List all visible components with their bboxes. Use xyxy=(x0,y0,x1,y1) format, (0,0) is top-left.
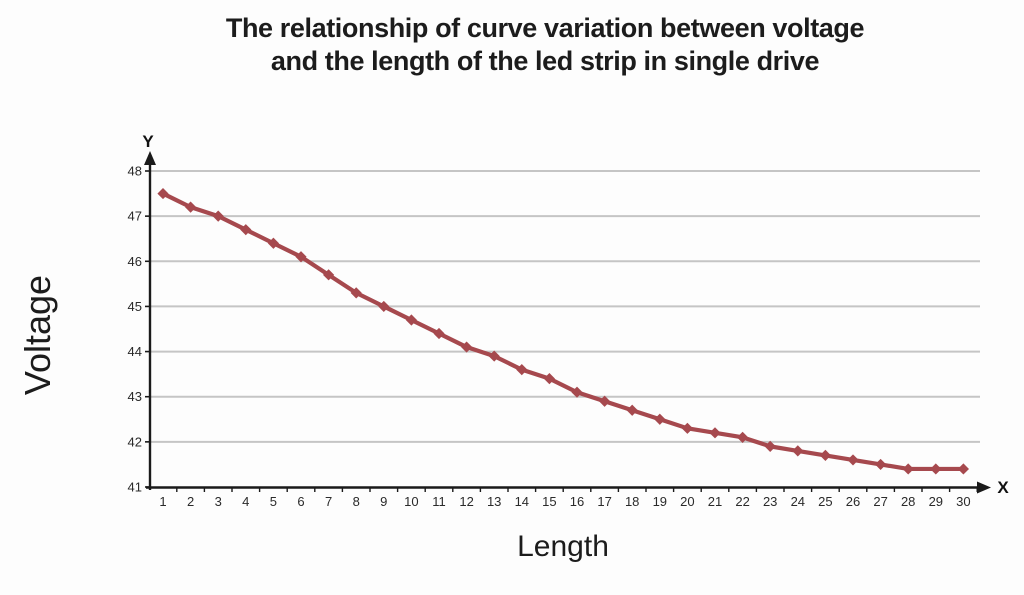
x-tick-label: 5 xyxy=(270,494,277,509)
x-tick-label: 25 xyxy=(818,494,832,509)
data-point-marker xyxy=(516,364,528,376)
x-tick-label: 8 xyxy=(353,494,360,509)
x-tick-label: 3 xyxy=(215,494,222,509)
data-point-marker xyxy=(792,445,804,457)
x-tick-label: 30 xyxy=(956,494,970,509)
x-tick-label: 14 xyxy=(515,494,529,509)
data-point-marker xyxy=(295,251,307,263)
data-point-marker xyxy=(681,422,693,434)
x-tick-label: 27 xyxy=(873,494,887,509)
x-tick-label: 22 xyxy=(735,494,749,509)
y-tick-label: 45 xyxy=(128,299,142,314)
y-axis-arrow xyxy=(144,151,156,165)
x-tick-label: 6 xyxy=(297,494,304,509)
x-tick-label: 18 xyxy=(625,494,639,509)
data-point-marker xyxy=(240,224,252,236)
data-point-marker xyxy=(323,269,335,281)
x-tick-label: 13 xyxy=(487,494,501,509)
y-axis-letter: Y xyxy=(142,132,154,151)
chart-title-line1: The relationship of curve variation betw… xyxy=(225,13,865,43)
data-point-marker xyxy=(875,458,887,471)
y-tick-label: 47 xyxy=(128,209,142,224)
data-point-marker xyxy=(378,300,390,313)
y-tick-label: 46 xyxy=(128,254,142,269)
y-tick-label: 44 xyxy=(128,344,142,359)
data-point-marker xyxy=(626,404,638,416)
x-tick-label: 29 xyxy=(929,494,943,509)
x-tick-label: 19 xyxy=(653,494,667,509)
y-tick-label: 42 xyxy=(128,434,142,449)
x-tick-label: 21 xyxy=(708,494,722,509)
x-tick-label: 11 xyxy=(432,494,446,509)
data-point-marker xyxy=(157,187,169,200)
data-point-marker xyxy=(433,327,445,340)
x-tick-label: 17 xyxy=(597,494,611,509)
data-point-marker xyxy=(764,440,776,452)
y-tick-label: 43 xyxy=(128,389,142,404)
x-tick-label: 9 xyxy=(380,494,387,509)
y-tick-label: 41 xyxy=(128,480,142,495)
x-tick-label: 10 xyxy=(404,494,418,509)
x-tick-label: 24 xyxy=(791,494,805,509)
data-point-marker xyxy=(405,314,417,326)
x-tick-label: 23 xyxy=(763,494,777,509)
y-tick-label: 48 xyxy=(128,164,142,179)
voltage-series-line xyxy=(160,191,966,472)
x-tick-label: 2 xyxy=(187,494,194,509)
x-tick-label: 16 xyxy=(570,494,584,509)
y-ticks: 41 42 43 44 45 46 47 48 xyxy=(128,164,150,495)
x-axis-title: Length xyxy=(517,530,609,563)
data-point-marker xyxy=(957,463,969,475)
x-tick-label: 1 xyxy=(159,494,166,509)
data-point-marker xyxy=(488,350,500,362)
data-point-marker xyxy=(267,237,279,249)
data-point-marker xyxy=(212,210,224,222)
data-point-marker xyxy=(350,287,362,299)
data-point-marker xyxy=(571,386,583,398)
x-axis-arrow xyxy=(977,481,991,494)
x-tick-label: 15 xyxy=(542,494,556,509)
gridlines xyxy=(150,170,980,443)
data-point-marker xyxy=(599,395,611,407)
data-point-marker xyxy=(737,431,749,443)
data-point-marker xyxy=(185,201,197,213)
data-point-marker xyxy=(709,427,721,439)
data-point-marker xyxy=(930,463,942,475)
data-point-marker xyxy=(847,454,859,466)
data-point-marker xyxy=(902,463,914,475)
chart-title: The relationship of curve variation betw… xyxy=(66,12,1024,78)
x-tick-label: 12 xyxy=(459,494,473,509)
x-tick-label: 7 xyxy=(325,494,332,509)
x-ticks: 1 2 3 4 5 6 7 8 9 10 11 12 13 14 15 16 17 18 19 20 21 22 23 24 2… xyxy=(159,487,978,509)
chart-title-line2: and the length of the led strip in singl… xyxy=(270,46,820,76)
x-tick-label: 28 xyxy=(901,494,915,509)
x-tick-label: 20 xyxy=(680,494,694,509)
data-point-marker xyxy=(819,449,831,461)
data-point-marker xyxy=(461,341,473,353)
data-point-marker xyxy=(543,373,555,385)
x-tick-label: 4 xyxy=(242,494,249,509)
data-points xyxy=(157,187,969,475)
x-tick-label: 26 xyxy=(846,494,860,509)
x-axis-letter: X xyxy=(997,478,1009,497)
data-point-marker xyxy=(654,413,666,425)
